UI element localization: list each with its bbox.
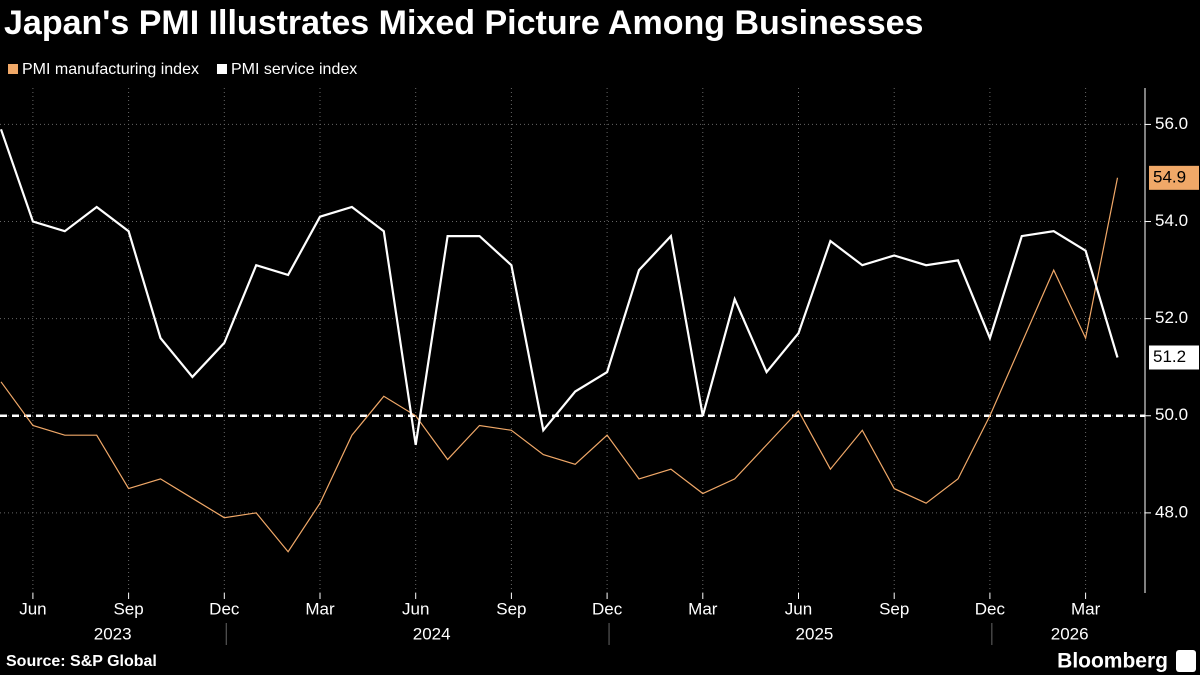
x-tick-label: Mar — [305, 599, 335, 618]
x-tick-label: Jun — [785, 599, 812, 618]
year-label: 2023 — [94, 624, 132, 643]
year-label: 2026 — [1051, 624, 1089, 643]
x-tick-label: Mar — [1071, 599, 1101, 618]
end-label: 54.9 — [1153, 167, 1186, 186]
series-line — [0, 128, 1119, 446]
x-tick-label: Dec — [975, 599, 1006, 618]
year-label: 2024 — [413, 624, 451, 643]
series-line — [0, 177, 1119, 553]
y-tick-label: 50.0 — [1155, 405, 1188, 424]
x-tick-label: Mar — [688, 599, 718, 618]
y-tick-label: 48.0 — [1155, 502, 1188, 521]
x-tick-label: Sep — [496, 599, 526, 618]
brand-icon — [1176, 650, 1196, 672]
x-tick-label: Sep — [113, 599, 143, 618]
end-label-box — [1149, 345, 1199, 370]
brand: Bloomberg — [1057, 650, 1168, 673]
legend-label: PMI manufacturing index — [22, 61, 199, 78]
x-tick-label: Dec — [592, 599, 623, 618]
end-label: 51.2 — [1153, 347, 1186, 366]
x-tick-label: Dec — [209, 599, 240, 618]
x-tick-label: Jun — [19, 599, 46, 618]
year-label: 2025 — [796, 624, 834, 643]
legend-swatch — [8, 64, 18, 74]
end-label-box — [1149, 165, 1199, 190]
legend-swatch — [216, 64, 227, 74]
y-tick-label: 52.0 — [1155, 308, 1188, 327]
y-tick-label: 54.0 — [1155, 211, 1188, 230]
x-tick-label: Sep — [879, 599, 909, 618]
source: Source: S&P Global — [6, 653, 157, 670]
legend-label: PMI service index — [231, 61, 357, 78]
chart-title: Japan's PMI Illustrates Mixed Picture Am… — [4, 4, 923, 42]
x-tick-label: Jun — [402, 599, 429, 618]
y-tick-label: 56.0 — [1155, 114, 1188, 133]
